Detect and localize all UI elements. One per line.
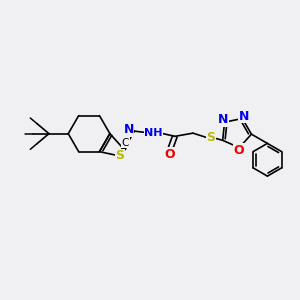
Text: N: N [238, 110, 249, 123]
Text: O: O [233, 144, 244, 157]
Text: S: S [115, 149, 124, 163]
Text: N: N [123, 123, 134, 136]
Text: N: N [218, 113, 228, 126]
Text: NH: NH [144, 128, 163, 138]
Text: C: C [122, 138, 129, 148]
Text: O: O [164, 148, 175, 160]
Text: S: S [206, 131, 215, 144]
